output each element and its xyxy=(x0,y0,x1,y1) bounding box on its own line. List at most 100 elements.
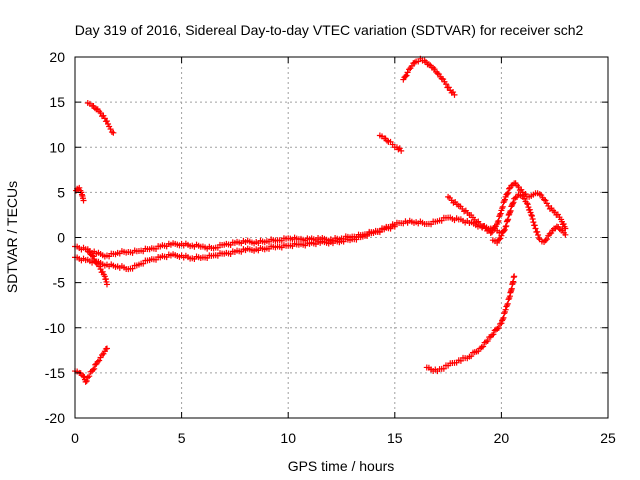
data-point xyxy=(501,196,508,203)
data-point xyxy=(504,190,511,197)
data-point xyxy=(494,325,501,332)
data-point xyxy=(503,222,510,229)
data-points xyxy=(72,55,569,385)
data-point xyxy=(542,197,549,204)
data-point xyxy=(391,223,398,230)
data-point xyxy=(404,69,411,76)
data-point xyxy=(103,281,110,288)
series-track-late-upper xyxy=(445,180,569,236)
data-point xyxy=(468,353,475,360)
data-point xyxy=(489,332,496,339)
data-point xyxy=(100,112,107,119)
chart-title: Day 319 of 2016, Sidereal Day-to-day VTE… xyxy=(75,22,584,38)
data-point xyxy=(528,212,535,219)
data-point xyxy=(511,273,518,280)
x-axis-label: GPS time / hours xyxy=(288,458,395,474)
data-point xyxy=(506,209,513,216)
series-track-near-11-at-14 xyxy=(376,132,405,154)
x-tick-label: 25 xyxy=(600,430,616,446)
data-point xyxy=(108,129,115,136)
data-point xyxy=(398,147,405,154)
data-point xyxy=(497,321,504,328)
data-point xyxy=(76,184,83,191)
data-point xyxy=(411,59,418,66)
data-point xyxy=(506,185,513,192)
data-point xyxy=(490,331,497,338)
data-point xyxy=(498,232,505,239)
data-point xyxy=(499,203,506,210)
data-point xyxy=(103,118,110,125)
x-tick-label: 20 xyxy=(494,430,510,446)
x-tick-label: 5 xyxy=(178,430,186,446)
data-point xyxy=(515,183,522,190)
data-point xyxy=(90,253,97,260)
y-tick-label: -5 xyxy=(53,275,66,291)
data-point xyxy=(500,227,507,234)
data-point xyxy=(548,229,555,236)
data-point xyxy=(502,306,509,313)
data-point xyxy=(560,220,567,227)
data-point xyxy=(82,378,89,385)
data-point xyxy=(99,268,106,275)
data-point xyxy=(504,302,511,309)
data-point xyxy=(501,226,508,233)
data-point xyxy=(140,260,147,267)
data-point xyxy=(509,200,516,207)
y-tick-label: 5 xyxy=(57,184,65,200)
y-tick-label: 15 xyxy=(49,94,65,110)
series-track-near-5-start xyxy=(73,184,87,204)
data-point xyxy=(503,303,510,310)
data-point xyxy=(499,316,506,323)
data-point xyxy=(83,377,90,384)
data-point xyxy=(489,229,496,236)
data-point xyxy=(534,228,541,235)
data-point xyxy=(535,235,542,242)
data-point xyxy=(406,66,413,73)
data-point xyxy=(509,202,516,209)
data-point xyxy=(562,231,569,238)
data-point xyxy=(403,72,410,79)
data-point xyxy=(504,217,511,224)
data-point xyxy=(86,373,93,380)
data-point xyxy=(507,207,514,214)
x-tick-label: 10 xyxy=(280,430,296,446)
data-point xyxy=(500,199,507,206)
series-track-peak-20-at-16 xyxy=(400,55,458,98)
data-point xyxy=(531,222,538,229)
y-tick-label: 0 xyxy=(57,230,65,246)
data-point xyxy=(505,296,512,303)
x-tick-label: 0 xyxy=(71,430,79,446)
y-tick-label: -15 xyxy=(45,365,65,381)
series-main-band-lower xyxy=(72,222,398,273)
series-track-near-15-start xyxy=(84,100,117,136)
x-tick-label: 15 xyxy=(387,430,403,446)
data-point xyxy=(494,219,501,226)
data-point xyxy=(96,357,103,364)
data-point xyxy=(484,338,491,345)
series-track-late-lower xyxy=(489,191,569,246)
data-point xyxy=(499,205,506,212)
data-point xyxy=(434,70,441,77)
data-point xyxy=(535,231,542,238)
data-point xyxy=(501,197,508,204)
data-point xyxy=(530,219,537,226)
data-point xyxy=(89,252,96,259)
data-point xyxy=(110,129,117,136)
data-point xyxy=(129,265,136,272)
data-point xyxy=(480,343,487,350)
y-tick-label: 10 xyxy=(49,139,65,155)
data-point xyxy=(496,211,503,218)
data-point xyxy=(103,345,110,352)
data-point xyxy=(107,126,114,133)
data-point xyxy=(505,212,512,219)
data-point xyxy=(491,224,498,231)
data-point xyxy=(505,189,512,196)
x-tick-labels: 0 5 10 15 20 25 xyxy=(71,430,616,446)
data-point xyxy=(501,310,508,317)
data-point xyxy=(92,361,99,368)
data-point xyxy=(402,73,409,80)
data-point xyxy=(451,91,458,98)
y-tick-label: -20 xyxy=(45,410,65,426)
data-point xyxy=(521,195,528,202)
